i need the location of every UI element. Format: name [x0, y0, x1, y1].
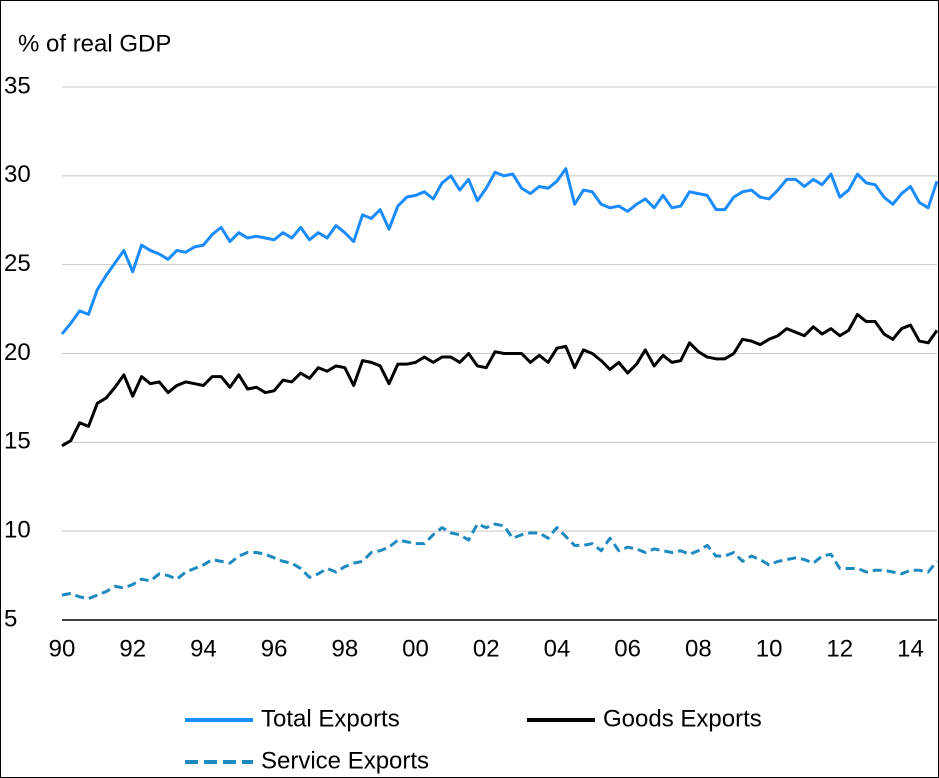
y-tick-label: 5 — [4, 605, 17, 632]
x-tick-label: 12 — [826, 635, 853, 662]
y-tick-label: 15 — [4, 428, 31, 455]
legend-label: Service Exports — [261, 747, 429, 774]
x-tick-label: 14 — [897, 635, 924, 662]
y-tick-label: 25 — [4, 250, 31, 277]
x-tick-label: 96 — [261, 635, 288, 662]
y-axis-title: % of real GDP — [18, 30, 171, 57]
x-tick-label: 90 — [49, 635, 76, 662]
y-tick-label: 20 — [4, 339, 31, 366]
series-line — [61, 522, 939, 601]
series-line — [61, 312, 939, 448]
x-tick-label: 04 — [544, 635, 571, 662]
legend-label: Total Exports — [261, 705, 400, 732]
x-tick-label: 06 — [614, 635, 641, 662]
series-line — [60, 167, 939, 335]
x-tick-label: 02 — [473, 635, 500, 662]
x-tick-label: 98 — [331, 635, 358, 662]
y-tick-label: 35 — [4, 72, 31, 99]
y-tick-label: 10 — [4, 517, 31, 544]
x-tick-label: 94 — [190, 635, 217, 662]
legend-label: Goods Exports — [603, 705, 762, 732]
x-tick-label: 10 — [756, 635, 783, 662]
x-tick-label: 08 — [685, 635, 712, 662]
x-tick-label: 00 — [402, 635, 429, 662]
x-tick-label: 92 — [119, 635, 146, 662]
y-tick-label: 30 — [4, 161, 31, 188]
